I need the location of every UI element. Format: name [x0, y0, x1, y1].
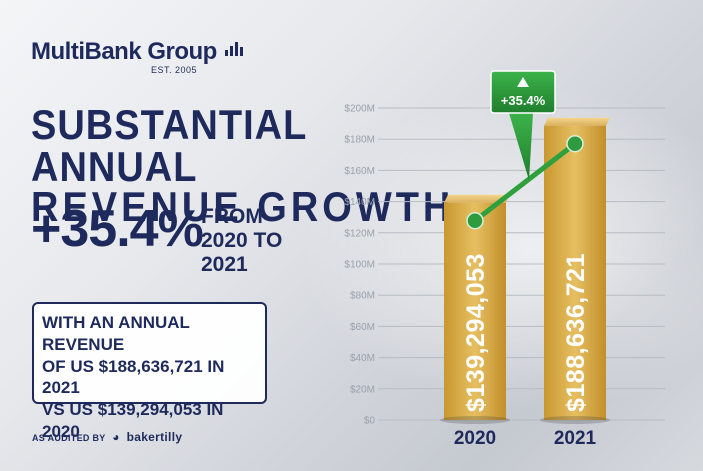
bar-top: [444, 194, 510, 203]
chart-bars: $139,294,053 2020 $188,636,721 2021: [440, 117, 610, 449]
bar-shadow: [440, 416, 510, 424]
infobox-line3: VS US $139,294,053 IN 2020: [42, 400, 224, 441]
auditor-logo: ◕: [112, 430, 120, 444]
growth-subtitle: FROM 2020 TO 2021: [201, 205, 283, 277]
y-tick-label: $40M: [350, 353, 375, 364]
revenue-infobox: WITH AN ANNUAL REVENUE OF US $188,636,72…: [32, 302, 267, 441]
y-tick-label: $120M: [344, 228, 375, 239]
y-tick-label: $60M: [350, 322, 375, 333]
chart-grid: $0 $20M $40M $60M $80M $100M $120M $140M $160M $1…: [344, 104, 665, 427]
infobox-line1: WITH AN ANNUAL REVENUE: [42, 313, 190, 354]
up-arrow-icon: [517, 77, 529, 87]
bar-2021: $188,636,721 2021: [540, 117, 610, 449]
logo-bars-icon: [225, 38, 245, 56]
growth-line: [472, 141, 578, 224]
callout-pointer: [509, 113, 533, 181]
bar-body: [544, 125, 606, 420]
y-tick-label: $100M: [344, 260, 375, 271]
x-category-label: 2020: [454, 428, 496, 449]
y-tick-label: $80M: [350, 291, 375, 302]
x-category-label: 2021: [554, 428, 597, 449]
chart-overlay-line: [466, 134, 584, 230]
bar-value-label: $188,636,721: [562, 253, 590, 412]
brand-est: EST. 2005: [151, 65, 198, 75]
growth-point: [566, 134, 584, 153]
auditor-name: bakertilly: [126, 430, 183, 444]
y-tick-label: $0: [364, 416, 376, 427]
headline-line2: REVENUE GROWTH: [31, 184, 455, 231]
headline-line1: SUBSTANTIAL ANNUAL: [31, 102, 307, 191]
callout-text: +35.4%: [501, 93, 546, 108]
bar-shadow: [540, 416, 610, 424]
brand-logo: MultiBank Group EST. 2005: [31, 38, 245, 75]
audit-label: AS AUDITED BY: [32, 433, 106, 443]
y-tick-label: $20M: [350, 384, 375, 395]
growth-callout: +35.4%: [490, 70, 556, 181]
growth-percent: +35.4%: [31, 200, 204, 258]
y-tick-label: $160M: [344, 166, 375, 177]
bar-body: [444, 202, 506, 420]
bar-value-label: $139,294,053: [462, 253, 490, 412]
callout-box: [490, 70, 556, 114]
growth-block: +35.4% FROM 2020 TO 2021: [31, 199, 282, 276]
y-tick-label: $180M: [344, 135, 375, 146]
bar-top: [544, 117, 610, 126]
y-tick-label: $140M: [344, 197, 375, 208]
audit-credit: AS AUDITED BY ◕ bakertilly: [32, 430, 182, 444]
brand-name: MultiBank Group: [31, 38, 217, 65]
headline: SUBSTANTIAL ANNUAL REVENUE GROWTH: [31, 102, 454, 229]
y-tick-label: $200M: [344, 104, 375, 115]
growth-point: [466, 211, 484, 230]
bar-2020: $139,294,053 2020: [440, 194, 510, 449]
infobox-line2: OF US $188,636,721 IN 2021: [42, 356, 225, 398]
